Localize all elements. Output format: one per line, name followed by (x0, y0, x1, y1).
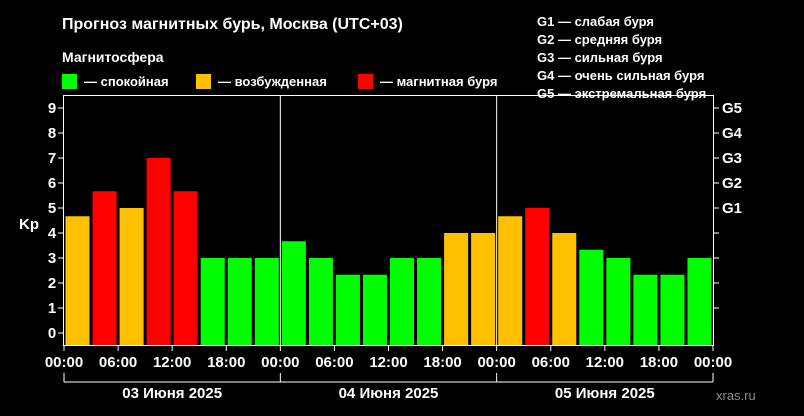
y-tick-label: 0 (48, 325, 56, 342)
storm-scale-legend: G1 — слабая буря G2 — средняя буря G3 — … (537, 13, 706, 103)
legend-swatch-storm (358, 73, 373, 89)
kp-bar (254, 258, 279, 345)
day-label: 05 Июня 2025 (555, 385, 655, 402)
kp-bar (660, 274, 685, 345)
x-tick-label: 06:00 (315, 354, 353, 371)
y-tick-label: 6 (48, 175, 56, 192)
kp-bar (606, 258, 631, 345)
x-tick-label: 06:00 (99, 354, 137, 371)
kp-bar (417, 258, 442, 345)
x-tick-label: 00:00 (261, 354, 299, 371)
g-tick-label: G4 (722, 125, 743, 142)
y-tick-label: 9 (48, 100, 56, 117)
kp-bar (92, 191, 117, 345)
kp-bar (390, 258, 415, 345)
kp-bar (227, 258, 252, 345)
kp-bar (146, 158, 171, 345)
day-label: 04 Июня 2025 (339, 385, 439, 402)
kp-bar (579, 249, 604, 345)
storm-scale-g3: G3 — сильная буря (537, 50, 663, 65)
x-tick-label: 12:00 (586, 354, 624, 371)
storm-scale-g1: G1 — слабая буря (537, 14, 655, 29)
x-tick-label: 12:00 (369, 354, 407, 371)
kp-bar (633, 274, 658, 345)
kp-bar (444, 233, 469, 345)
x-tick-label: 18:00 (207, 354, 245, 371)
x-tick-label: 18:00 (423, 354, 461, 371)
x-tick-label: 12:00 (153, 354, 191, 371)
legend-item-calm: — спокойная (62, 73, 169, 89)
y-tick-label: 2 (48, 275, 56, 292)
legend-item-excited: — возбужденная (196, 73, 327, 89)
y-tick-label: 3 (48, 250, 56, 267)
kp-bar (525, 208, 550, 345)
kp-bar (173, 191, 198, 345)
g-tick-label: G1 (722, 200, 742, 217)
chart-subtitle: Магнитосфера (62, 49, 164, 65)
kp-bar (687, 258, 712, 345)
y-tick-label: 4 (48, 225, 57, 242)
y-axis-label: Kp (19, 216, 39, 233)
g-tick-label: G5 (722, 100, 742, 117)
legend-label-excited: — возбужденная (218, 73, 327, 89)
kp-bar (552, 233, 577, 345)
legend-swatch-calm (62, 73, 77, 89)
credit-text: xras.ru (716, 388, 756, 403)
kp-bar (498, 216, 523, 345)
legend-label-storm: — магнитная буря (380, 73, 498, 89)
x-tick-label: 00:00 (694, 354, 732, 371)
chart-title: Прогноз магнитных бурь, Москва (UTC+03) (62, 16, 403, 33)
legend-swatch-excited (196, 73, 211, 89)
kp-bar (281, 241, 306, 345)
g-tick-label: G3 (722, 150, 742, 167)
kp-bar (200, 258, 225, 345)
kp-bar (308, 258, 333, 345)
legend-label-calm: — спокойная (84, 73, 169, 89)
y-tick-label: 1 (48, 300, 56, 317)
kp-bar (471, 233, 496, 345)
y-tick-label: 8 (48, 125, 56, 142)
kp-bar (119, 208, 144, 345)
kp-bar (65, 216, 90, 345)
x-tick-label: 06:00 (532, 354, 570, 371)
kp-bar (362, 274, 387, 345)
storm-scale-g4: G4 — очень сильная буря (537, 68, 705, 83)
day-label: 03 Июня 2025 (122, 385, 222, 402)
storm-scale-g5: G5 — экстремальная буря (537, 86, 707, 101)
g-tick-label: G2 (722, 175, 742, 192)
y-tick-label: 7 (48, 150, 56, 167)
x-tick-label: 18:00 (640, 354, 678, 371)
x-tick-label: 00:00 (477, 354, 515, 371)
y-tick-label: 5 (48, 200, 56, 217)
kp-bar (335, 274, 360, 345)
legend-item-storm: — магнитная буря (358, 73, 497, 89)
x-tick-label: 00:00 (45, 354, 83, 371)
storm-scale-g2: G2 — средняя буря (537, 32, 663, 47)
